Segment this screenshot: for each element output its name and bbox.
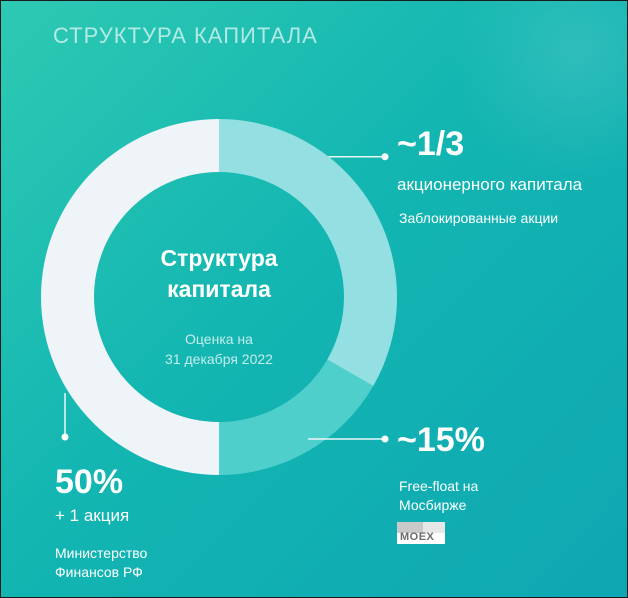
ministry-value: 50% [55, 463, 124, 501]
freefloat-value: ~15% [397, 421, 485, 459]
donut-center-title-line2: капитала [167, 276, 271, 302]
moex-logo: MOEX [397, 522, 445, 544]
moex-logo-block [423, 522, 445, 533]
blocked-value: ~1/3 [397, 125, 465, 163]
blocked-line: акционерного капитала [397, 175, 583, 194]
ministry-note-line1: Министерство [55, 545, 148, 561]
ministry-slice [41, 119, 219, 475]
donut-center-title-line1: Структура [160, 245, 278, 271]
freefloat-note: Free-float на Мосбирже [399, 477, 478, 515]
freefloat-note-line1: Free-float на [399, 478, 479, 494]
page-title: СТРУКТУРА КАПИТАЛА [53, 23, 318, 48]
donut-center-subtitle-line1: Оценка на [185, 331, 253, 347]
ministry-line: + 1 акция [55, 506, 130, 525]
moex-logo-text: MOEX [400, 531, 435, 543]
freefloat-callout-dot [381, 435, 389, 443]
ministry-callout-dot [61, 433, 69, 441]
blocked-callout-dot [381, 153, 389, 161]
donut-center-subtitle: Оценка на 31 декабря 2022 [121, 329, 317, 369]
moex-logo-block [397, 522, 423, 533]
donut-center-subtitle-line2: 31 декабря 2022 [165, 351, 273, 367]
donut-center-title: Структура капитала [121, 243, 317, 305]
ministry-note: Министерство Финансов РФ [55, 544, 147, 582]
blocked-note: Заблокированные акции [399, 210, 559, 226]
freefloat-note-line2: Мосбирже [399, 497, 467, 513]
background-glow [447, 1, 627, 181]
ministry-note-line2: Финансов РФ [55, 564, 143, 580]
blocked-slice [219, 119, 398, 386]
freefloat-slice [219, 359, 374, 475]
